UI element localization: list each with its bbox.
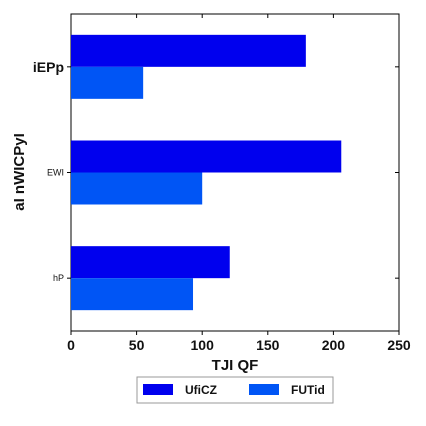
legend-label-series-1: UfiCZ [185,383,217,397]
legend-swatch-series-2 [249,384,279,395]
legend-label-series-2: FUTid [291,383,325,397]
x-tick-label: 100 [191,337,215,353]
bar-2-3 [71,278,194,311]
x-tick-label: 50 [129,337,145,353]
bar-2-1 [71,66,144,99]
x-axis-label: TJI QF [212,357,259,374]
y-tick-label: iEPp [33,59,64,75]
y-tick-label: hP [53,273,64,283]
bar-1-1 [71,34,306,67]
bar-1-3 [71,246,230,279]
y-axis-label: aI nWICPyI [11,133,28,211]
legend: UfiCZ FUTid [136,376,334,404]
legend-swatch-series-1 [143,384,173,395]
x-tick-label: 250 [387,337,411,353]
x-tick-label: 150 [256,337,280,353]
y-tick-label: EWI [47,168,64,178]
x-tick-label: 200 [322,337,346,353]
x-tick-label: 0 [67,337,75,353]
bar-2-2 [71,172,203,205]
bar-1-2 [71,140,342,173]
